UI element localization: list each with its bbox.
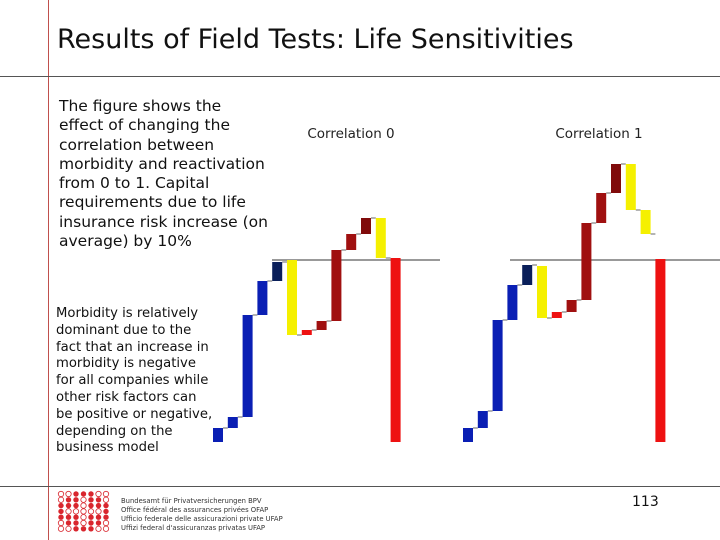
logo-dot — [65, 525, 72, 532]
logo-dot — [103, 502, 109, 509]
logo-dot — [57, 490, 65, 498]
footer-divider — [0, 486, 720, 487]
logo-dot — [80, 526, 87, 532]
waterfall-bar — [213, 428, 223, 442]
logo-dot — [88, 520, 94, 526]
organization-names: Bundesamt für Privatversicherungen BPV O… — [121, 497, 283, 533]
logo-dot — [73, 526, 79, 532]
logo-dot — [65, 508, 72, 515]
logo-dot — [73, 491, 79, 497]
waterfall-bar — [346, 234, 357, 250]
waterfall-bar — [331, 250, 342, 321]
waterfall-bar — [463, 428, 473, 442]
logo-dot — [95, 514, 102, 520]
logo-dot — [103, 514, 109, 520]
chart-title: Correlation 0 — [307, 126, 394, 142]
org-line-rm: Uffizi federal d'assicuranzas privatas U… — [121, 523, 266, 532]
logo-dot — [73, 520, 79, 526]
waterfall-bar — [655, 259, 666, 442]
logo-dot — [80, 496, 87, 503]
logo-dot — [102, 519, 110, 527]
waterfall-bar — [507, 285, 518, 320]
waterfall-bar — [227, 417, 238, 428]
waterfall-bar — [522, 265, 533, 285]
chart-title: Correlation 1 — [555, 126, 642, 142]
org-line-it: Ufficio federale delle assicurazioni pri… — [121, 514, 283, 523]
waterfall-bar — [287, 260, 297, 335]
logo-dot — [57, 519, 65, 527]
logo-dot — [103, 508, 109, 515]
waterfall-bar — [551, 312, 562, 318]
logo-dot — [95, 502, 102, 509]
waterfall-bar — [316, 321, 327, 330]
waterfall-bar — [581, 223, 592, 300]
logo-dot — [73, 502, 79, 509]
waterfall-bar — [257, 281, 268, 315]
logo-dot — [73, 514, 79, 520]
logo-dot — [65, 490, 72, 498]
waterfall-bar — [640, 210, 651, 234]
logo-dot — [57, 496, 65, 503]
logo-dot — [80, 508, 87, 515]
org-line-fr: Office fédéral des assurances privées OF… — [121, 505, 269, 514]
waterfall-bar — [625, 164, 636, 210]
logo-dot — [73, 497, 79, 503]
logo-dot — [65, 520, 72, 526]
logo-dot — [65, 502, 72, 509]
logo-dot — [80, 491, 87, 497]
chart-panel-1: Correlation 0 — [213, 126, 440, 442]
chart-panel-2: Correlation 1 — [463, 126, 720, 442]
logo-dot — [80, 502, 87, 509]
logo-dot — [80, 514, 87, 521]
page-number: 113 — [632, 494, 659, 510]
waterfall-bar — [477, 411, 488, 428]
waterfall-bar — [596, 193, 607, 223]
logo-dot — [95, 490, 102, 498]
logo-dot — [87, 508, 95, 515]
logo-dot — [102, 496, 110, 503]
logo-dot — [58, 508, 64, 515]
logo-dot — [102, 490, 110, 498]
waterfall-bar — [242, 315, 253, 417]
logo-dot — [102, 525, 110, 532]
waterfall-bar — [272, 262, 283, 281]
waterfall-bar — [361, 218, 371, 234]
org-line-de: Bundesamt für Privatversicherungen BPV — [121, 497, 262, 505]
logo-dot — [88, 526, 94, 532]
title-divider — [0, 76, 720, 77]
logo-dot — [88, 491, 94, 497]
logo-dot — [58, 514, 64, 520]
logo-dot — [65, 497, 72, 503]
note-text: Morbidity is relatively dominant due to … — [56, 306, 213, 456]
logo-dot — [88, 514, 94, 520]
waterfall-bar — [301, 330, 312, 335]
vertical-accent-line — [48, 0, 49, 540]
waterfall-bar — [537, 266, 547, 318]
swiss-federation-logo — [57, 490, 110, 532]
logo-dot — [95, 497, 102, 503]
logo-dot — [95, 525, 102, 532]
waterfall-bar — [611, 164, 621, 193]
logo-dot — [57, 525, 65, 532]
waterfall-bar — [390, 258, 401, 442]
logo-dot — [88, 497, 94, 503]
waterfall-bar — [566, 300, 577, 312]
logo-dot — [88, 502, 94, 509]
logo-dot — [58, 502, 64, 509]
logo-dot — [95, 508, 102, 515]
logo-dot — [65, 514, 72, 520]
logo-dot — [95, 520, 102, 526]
waterfall-bar — [492, 320, 503, 411]
description-text: The figure shows the effect of changing … — [59, 97, 268, 251]
page-title: Results of Field Tests: Life Sensitiviti… — [57, 24, 574, 55]
logo-dot — [72, 508, 80, 515]
waterfall-bar — [375, 218, 386, 258]
logo-dot — [80, 519, 87, 527]
